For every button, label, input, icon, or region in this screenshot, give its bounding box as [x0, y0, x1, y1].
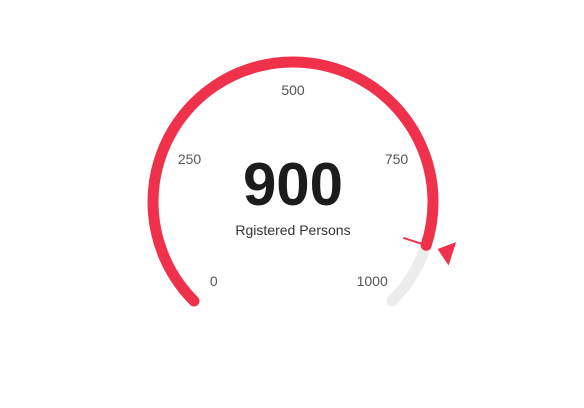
gauge-value-label: 900: [243, 151, 343, 218]
tick-label-1000: 1000: [357, 273, 388, 289]
tick-label-750: 750: [385, 151, 409, 167]
tick-label-250: 250: [178, 151, 202, 167]
tick-labels: 0 250 500 750 1000: [178, 82, 409, 289]
gauge-target-marker-line: [403, 236, 423, 245]
gauge-target-pointer-icon: [437, 242, 457, 266]
gauge-value-arc: [147, 56, 439, 307]
tick-label-500: 500: [281, 82, 305, 98]
tick-label-0: 0: [210, 273, 218, 289]
gauge-caption: Rgistered Persons: [235, 222, 350, 238]
